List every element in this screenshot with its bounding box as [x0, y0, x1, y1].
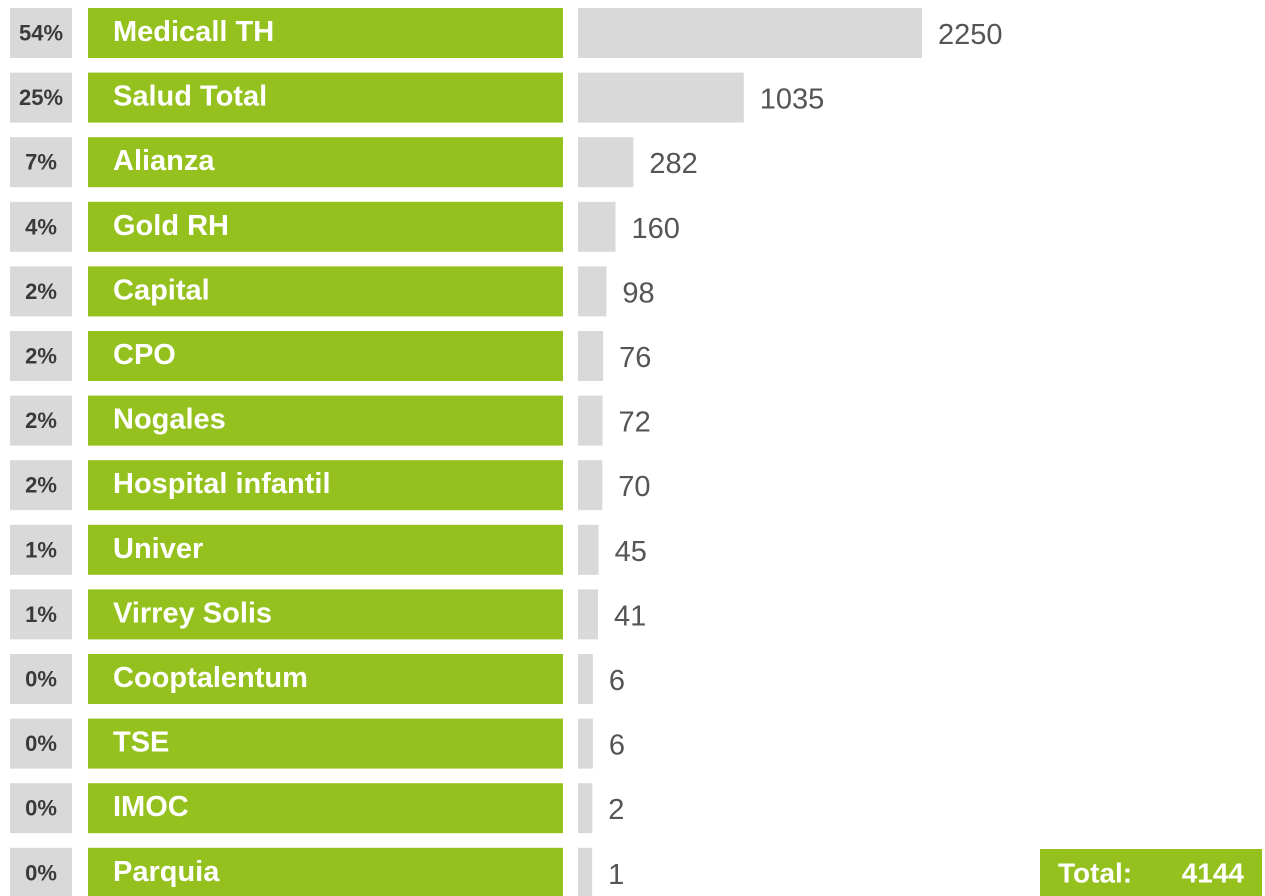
percent-box [10, 847, 72, 896]
bar [578, 72, 744, 123]
value-label: 160 [631, 213, 679, 245]
category-label: Gold RH [113, 210, 229, 242]
value-label: 72 [619, 407, 651, 439]
bar [578, 524, 599, 575]
percent-label: 0% [25, 860, 57, 885]
category-label: Capital [113, 274, 210, 306]
percent-label: 0% [25, 731, 57, 756]
category-label: Nogales [113, 404, 226, 436]
percent-box [10, 331, 72, 381]
value-label: 6 [609, 665, 625, 697]
category-label: Hospital infantil [113, 468, 331, 500]
value-label: 45 [615, 536, 647, 568]
percent-box [10, 460, 72, 511]
bar [578, 783, 593, 834]
category-label: TSE [113, 727, 169, 759]
percent-label: 25% [19, 85, 63, 110]
percent-label: 2% [25, 408, 57, 433]
bar [578, 331, 604, 381]
value-label: 2 [608, 794, 624, 826]
value-label: 282 [649, 148, 697, 180]
category-box [88, 718, 563, 769]
percent-box [10, 201, 72, 252]
category-label: Virrey Solis [113, 597, 272, 629]
percent-box [10, 524, 72, 575]
bar [578, 395, 603, 446]
total-value: 4144 [1182, 858, 1245, 889]
percent-label: 7% [25, 150, 57, 175]
category-box [88, 72, 563, 123]
value-label: 70 [618, 471, 650, 503]
category-label: Alianza [113, 145, 215, 177]
percent-box [10, 8, 72, 58]
category-box [88, 395, 563, 446]
category-box [88, 460, 563, 511]
percent-label: 4% [25, 214, 57, 239]
percent-box [10, 783, 72, 834]
category-box [88, 847, 563, 896]
category-box [88, 266, 563, 317]
category-label: Salud Total [113, 81, 267, 113]
percent-box [10, 718, 72, 769]
category-box [88, 137, 563, 188]
category-label: IMOC [113, 791, 189, 823]
value-label: 1 [608, 859, 624, 891]
percent-label: 2% [25, 344, 57, 369]
percent-box [10, 589, 72, 640]
bar [578, 137, 634, 188]
category-box [88, 8, 563, 58]
bar [578, 201, 616, 252]
percent-label: 1% [25, 602, 57, 627]
category-box [88, 524, 563, 575]
value-label: 6 [609, 730, 625, 762]
percent-label: 1% [25, 537, 57, 562]
category-box [88, 654, 563, 704]
value-label: 2250 [938, 19, 1003, 51]
category-box [88, 201, 563, 252]
category-label: Cooptalentum [113, 662, 308, 694]
value-label: 76 [619, 342, 651, 374]
total-label: Total: [1058, 858, 1132, 889]
percent-box [10, 266, 72, 317]
percent-box [10, 72, 72, 123]
bar [578, 8, 922, 58]
bar [578, 847, 593, 896]
category-box [88, 331, 563, 381]
value-label: 41 [614, 600, 646, 632]
percent-box [10, 654, 72, 704]
percent-label: 0% [25, 796, 57, 821]
category-label: Parquia [113, 856, 220, 888]
bar [578, 654, 593, 704]
percent-box [10, 137, 72, 188]
percent-label: 54% [19, 21, 63, 46]
category-label: CPO [113, 339, 176, 371]
percent-box [10, 395, 72, 446]
bar [578, 266, 607, 317]
total-box [1040, 849, 1262, 896]
percent-label: 0% [25, 667, 57, 692]
category-label: Univer [113, 533, 203, 565]
value-label: 98 [622, 277, 654, 309]
percent-label: 2% [25, 279, 57, 304]
category-box [88, 783, 563, 834]
percent-label: 2% [25, 473, 57, 498]
value-label: 1035 [760, 84, 825, 116]
category-box [88, 589, 563, 640]
bar [578, 718, 593, 769]
category-label: Medicall TH [113, 16, 274, 48]
bar [578, 460, 603, 511]
bar [578, 589, 599, 640]
